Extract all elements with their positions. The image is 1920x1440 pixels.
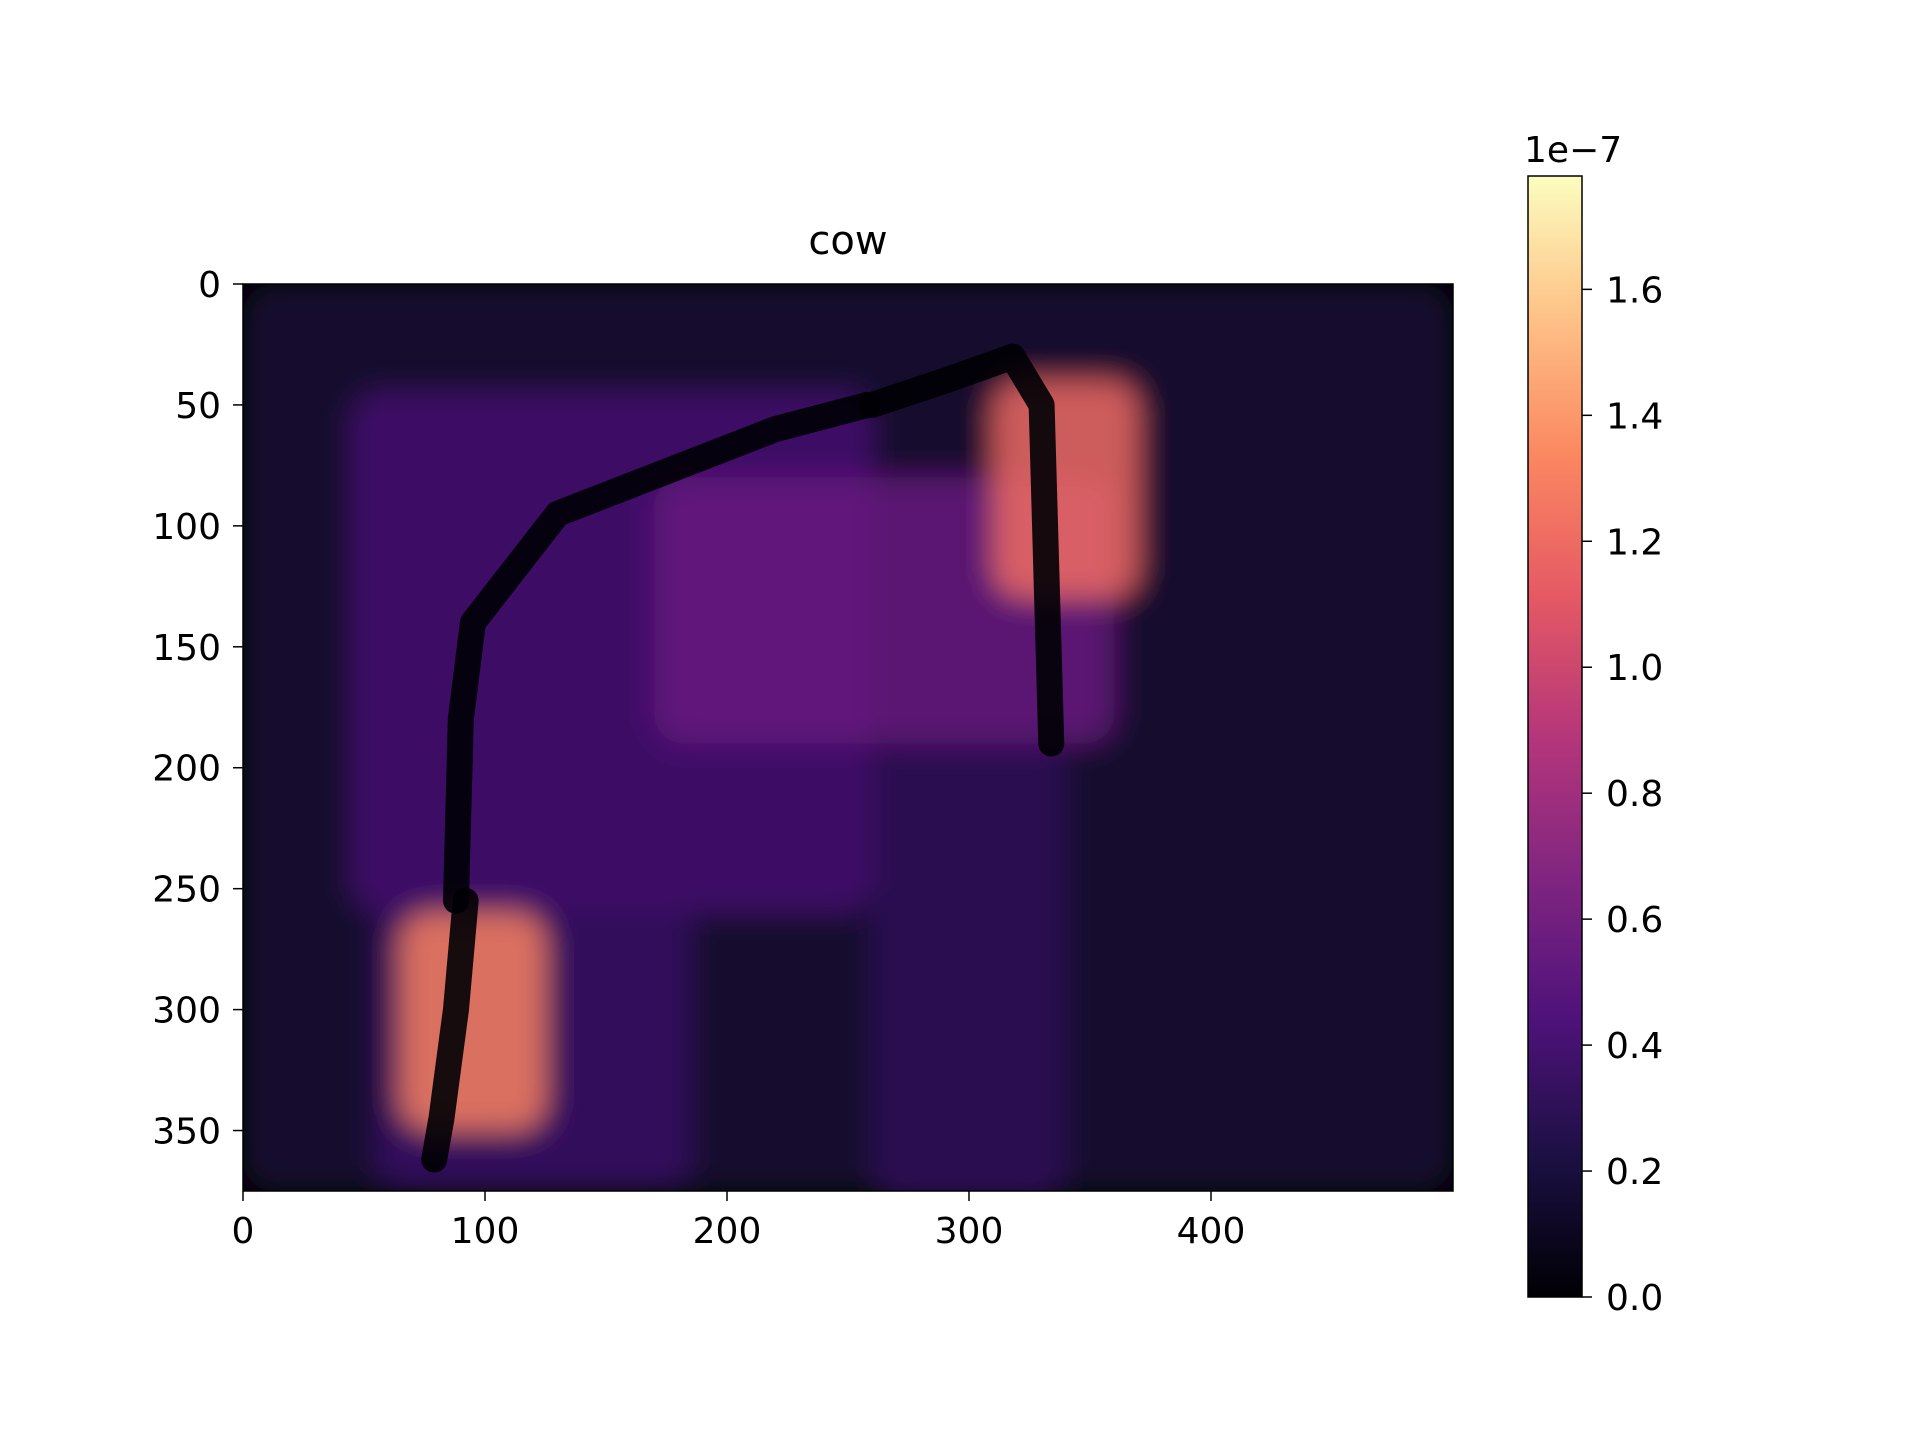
- y-tick-label: 50: [175, 386, 221, 427]
- colorbar-tick-label: 0.8: [1606, 774, 1663, 815]
- x-tick-label: 300: [935, 1211, 1004, 1252]
- heatmap-dark-path: [859, 343, 1065, 757]
- colorbar-ticks: 0.0 0.2 0.4 0.6 0.8 1.0 1.2 1.4 1.6: [1582, 270, 1663, 1319]
- heatmap-dark-path: [421, 887, 479, 1173]
- y-tick-label: 300: [152, 991, 221, 1032]
- y-axis: 0 50 100 150 200 250 300 350: [152, 265, 243, 1153]
- x-tick-label: 0: [232, 1211, 255, 1252]
- axes-frame: [242, 283, 1454, 1192]
- colorbar: 0.0 0.2 0.4 0.6 0.8 1.0 1.2 1.4 1.6 1e−7: [1524, 130, 1663, 1319]
- heatmap-region: [993, 380, 1139, 599]
- y-tick-label: 350: [152, 1112, 221, 1153]
- colorbar-tick-label: 0.0: [1606, 1278, 1663, 1319]
- colorbar-tick-label: 0.2: [1606, 1152, 1663, 1193]
- x-axis: 0 100 200 300 400: [232, 1191, 1246, 1252]
- heatmap-dark-paths: [421, 343, 1065, 1173]
- x-tick-label: 200: [693, 1211, 762, 1252]
- heatmap-region: [872, 743, 1066, 1191]
- y-tick-label: 250: [152, 870, 221, 911]
- colorbar-tick-label: 0.4: [1606, 1026, 1663, 1067]
- heatmap: [243, 284, 1453, 1191]
- colorbar-tick-label: 1.0: [1606, 648, 1663, 689]
- y-tick-label: 0: [198, 265, 221, 306]
- heatmap-regions: [243, 284, 1453, 1191]
- x-tick-label: 400: [1177, 1211, 1246, 1252]
- chart-title: cow: [808, 218, 887, 264]
- y-tick-label: 150: [152, 628, 221, 669]
- colorbar-offset-label: 1e−7: [1524, 130, 1622, 171]
- y-tick-label: 200: [152, 749, 221, 790]
- colorbar-tick-label: 0.6: [1606, 900, 1663, 941]
- colorbar-tick-label: 1.2: [1606, 522, 1663, 563]
- colorbar-tick-label: 1.4: [1606, 396, 1663, 437]
- x-tick-label: 100: [451, 1211, 520, 1252]
- colorbar-gradient: [1527, 175, 1583, 1298]
- colorbar-tick-label: 1.6: [1606, 270, 1663, 311]
- y-tick-label: 100: [152, 507, 221, 548]
- heatmap-dark-path: [442, 391, 881, 914]
